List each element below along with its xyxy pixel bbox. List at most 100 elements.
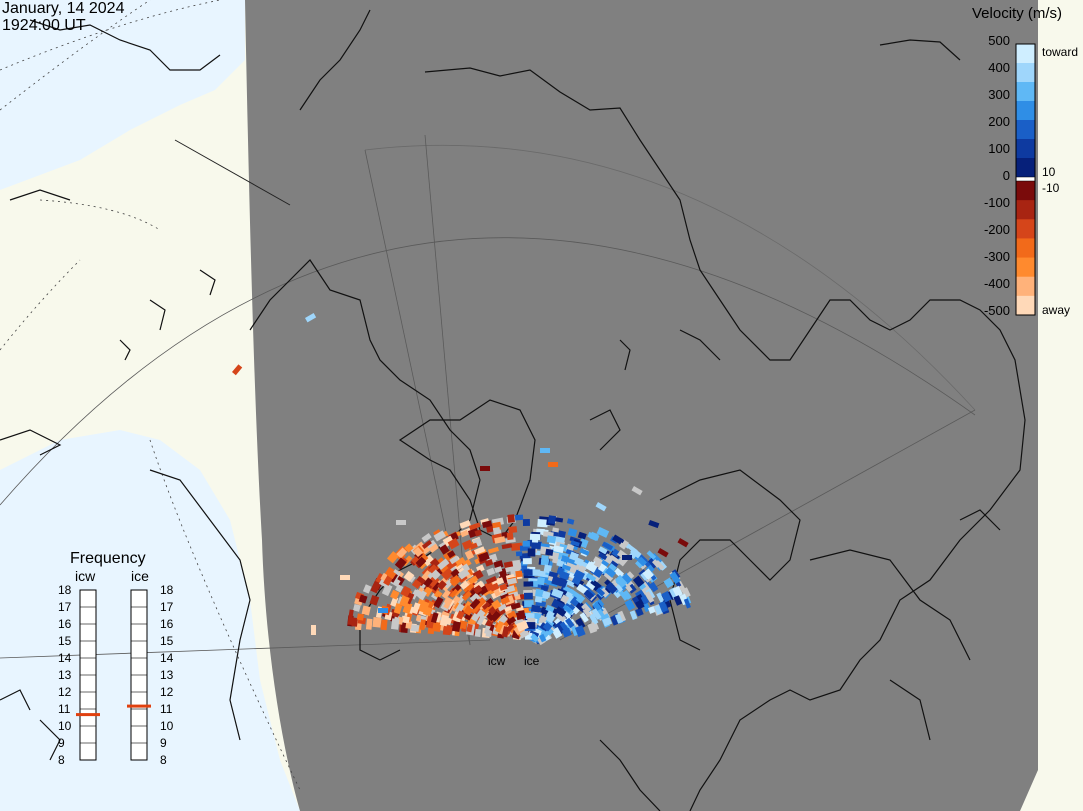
icw-frequency-indicator	[76, 713, 100, 717]
scatter-cell	[410, 624, 420, 632]
scatter-cell	[648, 581, 659, 593]
colorbar-threshold-neg: -10	[1042, 181, 1060, 195]
colorbar-tick-label: -400	[983, 276, 1010, 291]
scatter-cell	[439, 614, 450, 627]
scatter-cell	[598, 546, 608, 555]
scatter-cell	[561, 564, 571, 572]
scatter-cell	[525, 632, 533, 640]
scatter-cell	[672, 585, 683, 598]
colorbar-swatch	[1016, 276, 1035, 297]
scatter-cell	[469, 598, 481, 610]
scatter-cell	[447, 550, 456, 559]
scatter-cell	[654, 559, 665, 571]
ice-scale-label: 17	[160, 600, 174, 614]
colorbar-tick-label: 500	[988, 33, 1010, 48]
icw-scale-label: 13	[58, 668, 72, 682]
ice-scale-label: 10	[160, 719, 174, 733]
scatter-cell	[311, 625, 316, 635]
scatter-cell	[433, 590, 443, 599]
scatter-cell	[396, 547, 408, 559]
scatter-cell	[522, 558, 532, 565]
scatter-cell	[656, 592, 665, 604]
scatter-cell	[518, 610, 525, 616]
scatter-cell	[523, 540, 530, 547]
scatter-cell	[595, 501, 607, 512]
scatter-cell	[232, 364, 243, 376]
scatter-cell	[461, 539, 474, 551]
scatter-cell	[635, 558, 645, 569]
colorbar-tick-label: -500	[983, 303, 1010, 318]
scatter-cell	[587, 622, 598, 634]
scatter-cell	[499, 583, 508, 591]
scatter-cell	[463, 583, 475, 594]
scatter-cell	[433, 530, 446, 542]
scatter-cell	[548, 462, 558, 467]
scatter-cell	[570, 540, 580, 547]
scatter-cell	[640, 572, 649, 581]
scatter-cell	[449, 574, 461, 586]
colorbar-swatch	[1016, 200, 1035, 220]
colorbar-tick-label: 0	[1002, 168, 1010, 183]
scatter-cell	[557, 530, 566, 538]
scatter-cell	[583, 589, 594, 600]
scatter-cell	[389, 589, 400, 600]
scatter-cell	[490, 610, 502, 622]
scatter-cell	[507, 514, 515, 523]
scatter-cell	[536, 577, 545, 586]
scatter-cell	[593, 556, 603, 565]
scatter-cell	[432, 581, 441, 592]
scatter-cell	[433, 596, 444, 609]
scatter-cell	[522, 518, 530, 527]
scatter-cell	[673, 595, 683, 606]
ice-scale-label: 15	[160, 634, 174, 648]
scatter-cell	[464, 612, 473, 621]
scatter-cell	[432, 621, 442, 633]
scatter-cell	[426, 612, 434, 623]
scatter-cell	[570, 625, 579, 637]
scatter-cell	[574, 557, 584, 567]
scatter-cell	[510, 542, 523, 551]
scatter-cell	[481, 520, 493, 529]
scatter-cell	[504, 605, 514, 613]
scatter-cell	[565, 601, 576, 611]
scatter-cell	[677, 538, 689, 548]
icw-scale-label: 10	[58, 719, 72, 733]
scatter-cell	[578, 538, 589, 549]
scatter-cell	[523, 592, 533, 600]
scatter-cell	[508, 526, 518, 534]
scatter-cell	[391, 618, 400, 630]
scatter-cell	[554, 606, 567, 617]
scatter-cell	[543, 564, 552, 574]
scatter-cell	[305, 313, 317, 323]
scatter-cell	[370, 580, 382, 594]
ice-scale-label: 13	[160, 668, 174, 682]
scatter-cell	[621, 572, 633, 585]
colorbar-swatch	[1016, 63, 1035, 83]
colorbar-tick-label: 300	[988, 87, 1010, 102]
scatter-cell	[415, 614, 422, 622]
scatter-cell	[369, 594, 380, 606]
scatter-cell	[566, 518, 575, 525]
scatter-cell	[629, 547, 642, 559]
scatter-cell	[494, 566, 503, 573]
scatter-cell	[608, 563, 617, 572]
scatter-cell	[551, 627, 563, 639]
scatter-cell	[514, 562, 522, 571]
scatter-cell	[626, 571, 635, 579]
scatter-cell	[617, 610, 627, 623]
scatter-cell	[486, 567, 496, 576]
scatter-cell	[422, 606, 433, 617]
scatter-cell	[615, 584, 624, 593]
scatter-cell	[456, 610, 465, 620]
colorbar-tick-label: 400	[988, 60, 1010, 75]
scatter-cell	[515, 551, 523, 557]
scatter-cell	[441, 567, 454, 581]
scatter-cell	[546, 535, 557, 544]
scatter-cell	[361, 605, 371, 616]
scatter-cell	[461, 590, 472, 601]
scatter-cell	[464, 549, 475, 560]
scatter-cell	[400, 585, 412, 598]
scatter-cell	[487, 546, 499, 554]
scatter-cell	[454, 562, 464, 571]
scatter-cell	[577, 531, 587, 540]
